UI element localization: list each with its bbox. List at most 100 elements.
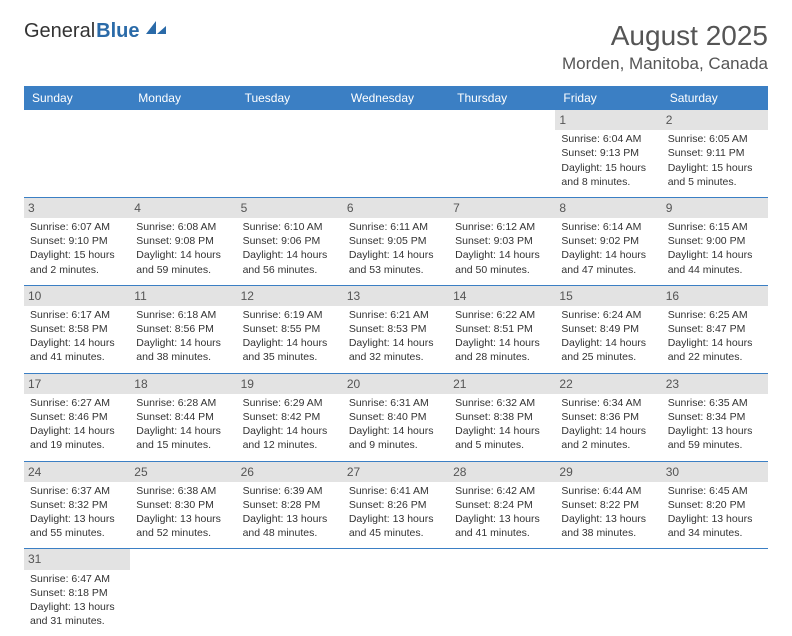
day-number: 8 — [555, 198, 661, 218]
day-number: 11 — [130, 286, 236, 306]
calendar-cell: 27Sunrise: 6:41 AMSunset: 8:26 PMDayligh… — [343, 461, 449, 549]
day-number: 6 — [343, 198, 449, 218]
day-number: 7 — [449, 198, 555, 218]
sunrise-text: Sunrise: 6:47 AM — [30, 572, 124, 586]
sunset-text: Sunset: 8:42 PM — [243, 410, 337, 424]
sunset-text: Sunset: 9:11 PM — [668, 146, 762, 160]
calendar-cell: 19Sunrise: 6:29 AMSunset: 8:42 PMDayligh… — [237, 373, 343, 461]
calendar-cell: 14Sunrise: 6:22 AMSunset: 8:51 PMDayligh… — [449, 285, 555, 373]
sunset-text: Sunset: 8:56 PM — [136, 322, 230, 336]
sunrise-text: Sunrise: 6:12 AM — [455, 220, 549, 234]
daylight-text: Daylight: 14 hours and 47 minutes. — [561, 248, 655, 276]
sunrise-text: Sunrise: 6:14 AM — [561, 220, 655, 234]
calendar-cell: 11Sunrise: 6:18 AMSunset: 8:56 PMDayligh… — [130, 285, 236, 373]
calendar-cell: 26Sunrise: 6:39 AMSunset: 8:28 PMDayligh… — [237, 461, 343, 549]
daylight-text: Daylight: 14 hours and 28 minutes. — [455, 336, 549, 364]
sunset-text: Sunset: 9:10 PM — [30, 234, 124, 248]
sunset-text: Sunset: 8:46 PM — [30, 410, 124, 424]
calendar-cell — [555, 549, 661, 636]
daylight-text: Daylight: 15 hours and 5 minutes. — [668, 161, 762, 189]
sunrise-text: Sunrise: 6:11 AM — [349, 220, 443, 234]
daylight-text: Daylight: 13 hours and 34 minutes. — [668, 512, 762, 540]
calendar-cell: 18Sunrise: 6:28 AMSunset: 8:44 PMDayligh… — [130, 373, 236, 461]
day-header: Thursday — [449, 86, 555, 110]
daylight-text: Daylight: 14 hours and 44 minutes. — [668, 248, 762, 276]
day-header: Friday — [555, 86, 661, 110]
calendar-cell: 8Sunrise: 6:14 AMSunset: 9:02 PMDaylight… — [555, 197, 661, 285]
calendar-cell — [343, 549, 449, 636]
calendar-cell: 15Sunrise: 6:24 AMSunset: 8:49 PMDayligh… — [555, 285, 661, 373]
sunset-text: Sunset: 8:55 PM — [243, 322, 337, 336]
sunset-text: Sunset: 8:47 PM — [668, 322, 762, 336]
calendar-cell — [237, 549, 343, 636]
daylight-text: Daylight: 14 hours and 59 minutes. — [136, 248, 230, 276]
calendar-table: SundayMondayTuesdayWednesdayThursdayFrid… — [24, 86, 768, 636]
day-number: 30 — [662, 462, 768, 482]
sunrise-text: Sunrise: 6:34 AM — [561, 396, 655, 410]
sunrise-text: Sunrise: 6:15 AM — [668, 220, 762, 234]
calendar-cell: 4Sunrise: 6:08 AMSunset: 9:08 PMDaylight… — [130, 197, 236, 285]
day-number: 4 — [130, 198, 236, 218]
daylight-text: Daylight: 14 hours and 25 minutes. — [561, 336, 655, 364]
sunrise-text: Sunrise: 6:27 AM — [30, 396, 124, 410]
day-number: 26 — [237, 462, 343, 482]
daylight-text: Daylight: 14 hours and 41 minutes. — [30, 336, 124, 364]
logo-text-general: General — [24, 20, 95, 43]
sunset-text: Sunset: 9:03 PM — [455, 234, 549, 248]
daylight-text: Daylight: 14 hours and 19 minutes. — [30, 424, 124, 452]
sunset-text: Sunset: 8:36 PM — [561, 410, 655, 424]
sunset-text: Sunset: 9:05 PM — [349, 234, 443, 248]
sunrise-text: Sunrise: 6:25 AM — [668, 308, 762, 322]
daylight-text: Daylight: 14 hours and 32 minutes. — [349, 336, 443, 364]
sunrise-text: Sunrise: 6:04 AM — [561, 132, 655, 146]
day-header: Saturday — [662, 86, 768, 110]
calendar-cell — [24, 110, 130, 197]
sunrise-text: Sunrise: 6:29 AM — [243, 396, 337, 410]
daylight-text: Daylight: 14 hours and 5 minutes. — [455, 424, 549, 452]
calendar-cell — [343, 110, 449, 197]
calendar-cell — [130, 110, 236, 197]
day-number: 10 — [24, 286, 130, 306]
day-number: 13 — [343, 286, 449, 306]
calendar-cell: 28Sunrise: 6:42 AMSunset: 8:24 PMDayligh… — [449, 461, 555, 549]
calendar-cell: 16Sunrise: 6:25 AMSunset: 8:47 PMDayligh… — [662, 285, 768, 373]
day-number: 16 — [662, 286, 768, 306]
sunset-text: Sunset: 8:58 PM — [30, 322, 124, 336]
calendar-cell: 7Sunrise: 6:12 AMSunset: 9:03 PMDaylight… — [449, 197, 555, 285]
calendar-cell: 6Sunrise: 6:11 AMSunset: 9:05 PMDaylight… — [343, 197, 449, 285]
day-number: 29 — [555, 462, 661, 482]
sunrise-text: Sunrise: 6:41 AM — [349, 484, 443, 498]
day-number: 24 — [24, 462, 130, 482]
daylight-text: Daylight: 14 hours and 56 minutes. — [243, 248, 337, 276]
day-number: 21 — [449, 374, 555, 394]
calendar-cell: 21Sunrise: 6:32 AMSunset: 8:38 PMDayligh… — [449, 373, 555, 461]
sunrise-text: Sunrise: 6:07 AM — [30, 220, 124, 234]
calendar-week: 1Sunrise: 6:04 AMSunset: 9:13 PMDaylight… — [24, 110, 768, 197]
sunrise-text: Sunrise: 6:05 AM — [668, 132, 762, 146]
calendar-cell: 29Sunrise: 6:44 AMSunset: 8:22 PMDayligh… — [555, 461, 661, 549]
calendar-cell: 12Sunrise: 6:19 AMSunset: 8:55 PMDayligh… — [237, 285, 343, 373]
calendar-cell — [130, 549, 236, 636]
sunset-text: Sunset: 8:51 PM — [455, 322, 549, 336]
sunset-text: Sunset: 8:28 PM — [243, 498, 337, 512]
daylight-text: Daylight: 13 hours and 52 minutes. — [136, 512, 230, 540]
calendar-cell: 24Sunrise: 6:37 AMSunset: 8:32 PMDayligh… — [24, 461, 130, 549]
sunrise-text: Sunrise: 6:18 AM — [136, 308, 230, 322]
calendar-cell: 20Sunrise: 6:31 AMSunset: 8:40 PMDayligh… — [343, 373, 449, 461]
day-number: 19 — [237, 374, 343, 394]
calendar-cell: 30Sunrise: 6:45 AMSunset: 8:20 PMDayligh… — [662, 461, 768, 549]
daylight-text: Daylight: 15 hours and 2 minutes. — [30, 248, 124, 276]
calendar-cell: 23Sunrise: 6:35 AMSunset: 8:34 PMDayligh… — [662, 373, 768, 461]
daylight-text: Daylight: 14 hours and 15 minutes. — [136, 424, 230, 452]
logo-text-blue: Blue — [96, 20, 139, 43]
calendar-cell: 31Sunrise: 6:47 AMSunset: 8:18 PMDayligh… — [24, 549, 130, 636]
calendar-cell — [449, 549, 555, 636]
calendar-cell: 1Sunrise: 6:04 AMSunset: 9:13 PMDaylight… — [555, 110, 661, 197]
calendar-cell: 3Sunrise: 6:07 AMSunset: 9:10 PMDaylight… — [24, 197, 130, 285]
sunset-text: Sunset: 8:22 PM — [561, 498, 655, 512]
daylight-text: Daylight: 13 hours and 45 minutes. — [349, 512, 443, 540]
day-header: Wednesday — [343, 86, 449, 110]
sunrise-text: Sunrise: 6:17 AM — [30, 308, 124, 322]
sunrise-text: Sunrise: 6:37 AM — [30, 484, 124, 498]
calendar-cell: 10 Sunrise: 6:17 AMSunset: 8:58 PMDayligh… — [24, 285, 130, 373]
